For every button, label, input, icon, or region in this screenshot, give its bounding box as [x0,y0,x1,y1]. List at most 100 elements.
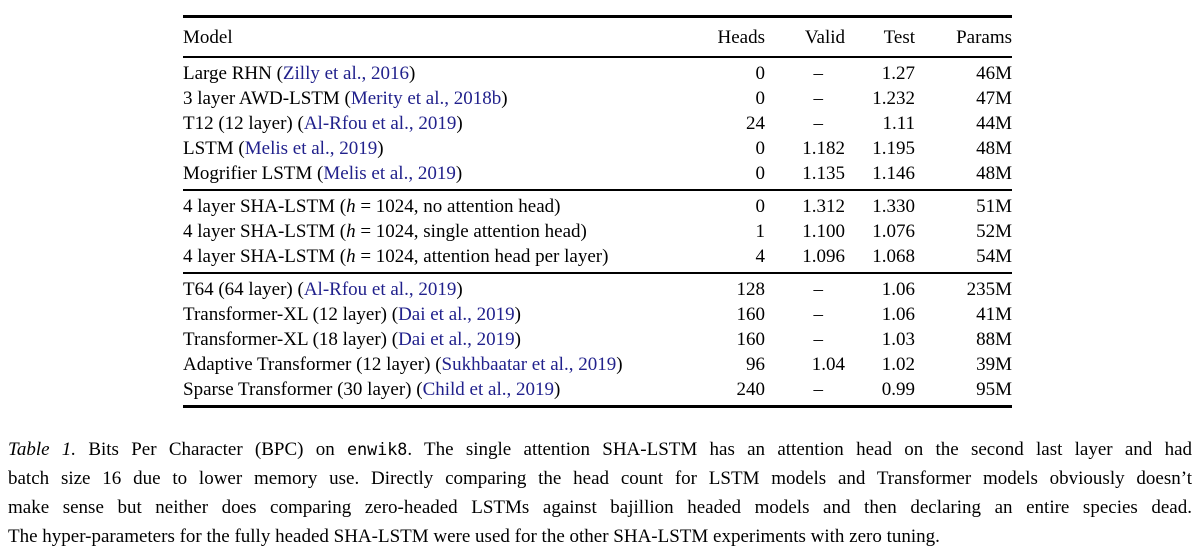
params-cell: 48M [976,163,1012,184]
valid-cell: – [765,327,845,352]
valid-cell: 1.182 [802,138,845,159]
table-group-2: 4 layer SHA-LSTM (h = 1024, no attention… [183,189,1012,273]
table-row: Transformer-XL (18 layer) (Dai et al., 2… [183,327,1012,352]
valid-cell: 1.100 [802,221,845,242]
table-row: 3 layer AWD-LSTM (Merity et al., 2018b) 0… [183,86,1012,111]
model-cell: 4 layer SHA-LSTM (h = 1024, attention he… [183,246,609,267]
missing-value-dash: – [813,304,824,325]
table-row: Transformer-XL (12 layer) (Dai et al., 2… [183,302,1012,327]
model-cell: Transformer-XL (18 layer) (Dai et al., 2… [183,329,521,350]
heads-cell: 4 [755,246,766,267]
citation-link[interactable]: Melis et al., 2019 [244,138,378,159]
model-cell: 4 layer SHA-LSTM (h = 1024, single atten… [183,221,587,242]
caption-line: batch size 16 due to lower memory use. D… [8,468,1192,489]
valid-cell: – [765,302,845,327]
table-caption: Table 1. Bits Per Character (BPC) on enw… [8,435,1192,551]
caption-line: Table 1. Bits Per Character (BPC) on enw… [8,439,1193,460]
params-cell: 88M [976,329,1012,350]
heads-cell: 160 [736,329,766,350]
table-row: 4 layer SHA-LSTM (h = 1024, no attention… [183,189,1012,219]
valid-cell: 1.312 [765,189,845,219]
heads-cell: 0 [755,138,766,159]
citation-link[interactable]: Merity et al., 2018b [350,88,502,109]
params-cell: 46M [976,63,1012,84]
caption-line: make sense but neither does comparing ze… [8,497,1192,518]
model-cell: T12 (12 layer) (Al-Rfou et al., 2019) [183,113,463,134]
valid-cell: 1.135 [802,163,845,184]
column-header-test: Test [845,16,915,58]
column-header-valid: Valid [765,16,845,58]
test-cell: 1.076 [872,221,915,242]
citation-link[interactable]: Al-Rfou et al., 2019 [303,279,457,300]
table-row: LSTM (Melis et al., 2019) 0 1.182 1.195 48M [183,136,1012,161]
test-cell: 1.146 [872,163,915,184]
table-header-row: Model Heads Valid Test Params [183,16,1012,58]
missing-value-dash: – [813,63,824,84]
table-row: 4 layer SHA-LSTM (h = 1024, attention he… [183,244,1012,273]
params-cell: 235M [915,272,1012,302]
heads-cell: 24 [746,113,765,134]
italic-text: h [346,221,356,242]
params-cell: 52M [976,221,1012,242]
heads-cell: 160 [736,304,766,325]
missing-value-dash: – [813,279,824,300]
valid-cell: – [765,377,845,407]
model-cell: Adaptive Transformer (12 layer) (Sukhbaa… [183,354,623,375]
citation-link[interactable]: Melis et al., 2019 [323,163,456,184]
params-cell: 51M [915,189,1012,219]
heads-cell: 128 [705,272,765,302]
table-row: Sparse Transformer (30 layer) (Child et … [183,377,1012,407]
column-header-heads: Heads [705,16,765,58]
citation-link[interactable]: Sukhbaatar et al., 2019 [441,354,617,375]
test-cell: 1.195 [872,138,915,159]
valid-cell: – [765,57,845,86]
test-cell: 1.330 [845,189,915,219]
test-cell: 1.11 [882,113,915,134]
test-cell: 1.232 [872,88,915,109]
test-cell: 1.03 [881,329,915,350]
missing-value-dash: – [813,379,824,400]
model-cell: Large RHN (Zilly et al., 2016) [183,63,416,84]
model-cell: 3 layer AWD-LSTM (Merity et al., 2018b) [183,88,508,109]
params-cell: 54M [976,246,1012,267]
results-table: Model Heads Valid Test Params Large RHN (Zil… [183,15,1012,408]
monospace-token: enwik8 [347,439,408,459]
table-row: Mogrifier LSTM (Melis et al., 2019) 0 1.13… [183,161,1012,190]
citation-link[interactable]: Zilly et al., 2016 [282,63,410,84]
heads-cell: 1 [755,221,766,242]
table-header: Model Heads Valid Test Params [183,16,1012,58]
italic-text: h [346,246,356,267]
citation-link[interactable]: Child et al., 2019 [422,379,554,400]
test-cell: 1.02 [881,354,915,375]
missing-value-dash: – [813,113,824,134]
heads-cell: 0 [705,189,765,219]
heads-cell: 96 [746,354,765,375]
params-cell: 48M [976,138,1012,159]
model-cell: T64 (64 layer) (Al-Rfou et al., 2019) [183,272,705,302]
model-cell: Transformer-XL (12 layer) (Dai et al., 2… [183,304,521,325]
model-cell: LSTM (Melis et al., 2019) [183,138,384,159]
params-cell: 95M [976,379,1012,400]
missing-value-dash: – [813,88,824,109]
test-cell: 1.068 [872,246,915,267]
table-row: Adaptive Transformer (12 layer) (Sukhbaa… [183,352,1012,377]
heads-cell: 0 [755,163,766,184]
params-cell: 47M [976,88,1012,109]
heads-cell: 240 [736,379,766,400]
test-cell: 1.27 [881,63,915,84]
table-group-1: Large RHN (Zilly et al., 2016) 0–1.27 46M 3… [183,57,1012,190]
missing-value-dash: – [813,329,824,350]
citation-link[interactable]: Al-Rfou et al., 2019 [303,113,457,134]
model-cell: Mogrifier LSTM (Melis et al., 2019) [183,163,463,184]
table-row: 4 layer SHA-LSTM (h = 1024, single atten… [183,219,1012,244]
valid-cell: – [765,272,845,302]
model-cell: 4 layer SHA-LSTM (h = 1024, no attention… [183,189,705,219]
citation-link[interactable]: Dai et al., 2019 [398,304,515,325]
valid-cell: – [765,86,845,111]
table-row: Large RHN (Zilly et al., 2016) 0 – 1.27 46M [183,57,1012,86]
heads-cell: 0 [755,63,766,84]
citation-link[interactable]: Dai et al., 2019 [398,329,515,350]
valid-cell: 1.096 [802,246,845,267]
